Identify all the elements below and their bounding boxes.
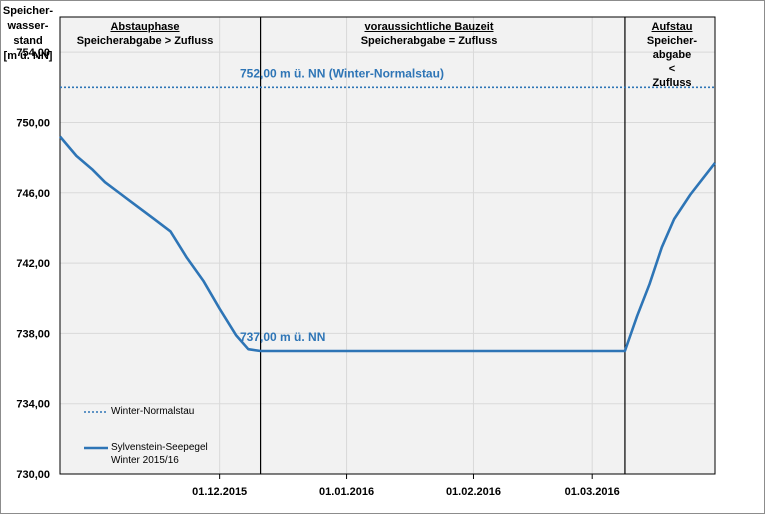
seepegel-line (59, 135, 717, 353)
phase-title-bauzeit: voraussichtliche Bauzeit (364, 21, 494, 33)
x-tick-label: 01.03.2016 (565, 486, 620, 498)
y-tick-label: 730,00 (16, 469, 50, 481)
plot-border (59, 16, 716, 475)
phase-label-bauzeit: voraussichtliche Bauzeit Speicherabgabe … (230, 20, 628, 48)
y-tick-label: 746,00 (16, 188, 50, 200)
phase-sub-bauzeit: Speicherabgabe = Zufluss (360, 35, 498, 47)
plot-area (60, 17, 715, 474)
y-tick-label: 742,00 (16, 258, 50, 270)
y-tick-label: 754,00 (16, 47, 50, 59)
annotation-normalstau: 752,00 m ü. NN (Winter-Normalstau) (240, 66, 444, 80)
y-tick-label: 738,00 (16, 328, 50, 340)
legend-label-normalstau: Winter-Normalstau (111, 406, 195, 417)
x-tick-label: 01.12.2015 (192, 486, 247, 498)
y-tick-label: 734,00 (16, 399, 50, 411)
phase-label-abstau: Abstauphase Speicherabgabe > Zufluss (62, 20, 228, 48)
phase-title-abstau: Abstauphase (110, 21, 180, 33)
phase-sub-abstau: Speicherabgabe > Zufluss (76, 35, 214, 47)
legend-label-series: Sylvenstein-Seepegel Winter 2015/16 (111, 442, 208, 466)
y-axis-title: Speicher- wasser- stand [m ü. NN] (2, 5, 54, 62)
annotation-min-level: 737,00 m ü. NN (240, 330, 325, 344)
phase-label-aufstau: Aufstau Speicher- abgabe < Zufluss (630, 20, 714, 90)
phase-sub-aufstau: Speicher- abgabe < Zufluss (646, 35, 698, 89)
y-tick-label: 750,00 (16, 117, 50, 129)
x-tick-label: 01.01.2016 (319, 486, 374, 498)
phase-title-aufstau: Aufstau (651, 21, 693, 33)
x-tick-label: 01.02.2016 (446, 486, 501, 498)
